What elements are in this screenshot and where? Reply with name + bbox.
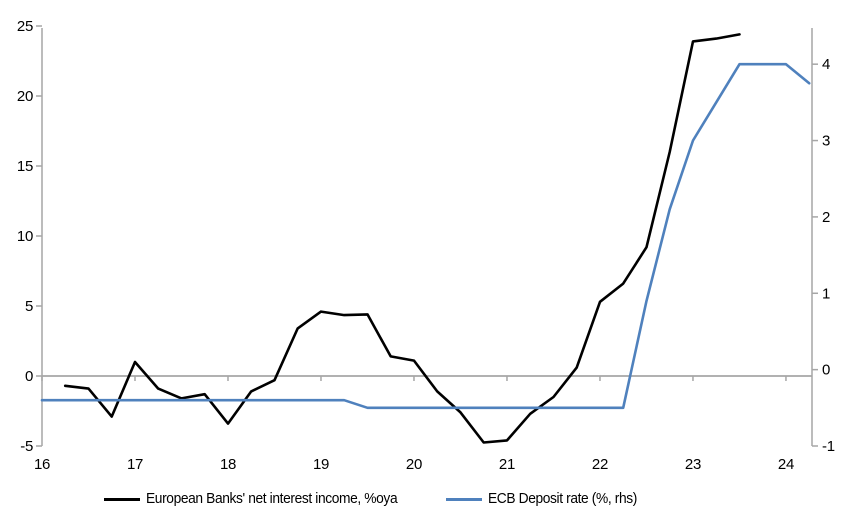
x-axis-tick-label: 22: [592, 456, 608, 473]
left-axis-tick-label: 0: [25, 368, 33, 385]
x-axis-tick-label: 17: [127, 456, 143, 473]
left-axis-tick-label: 25: [17, 18, 33, 35]
right-axis-tick-label: 2: [822, 209, 830, 226]
x-axis-tick-label: 16: [34, 456, 50, 473]
right-axis-tick-label: 0: [822, 362, 830, 379]
legend: European Banks' net interest income, %oy…: [104, 491, 645, 507]
x-axis-tick-label: 18: [220, 456, 236, 473]
left-axis-tick-label: 20: [17, 88, 33, 105]
right-axis-tick-label: 4: [822, 56, 830, 73]
x-axis-tick-label: 21: [499, 456, 515, 473]
left-axis-tick-label: 5: [25, 298, 33, 315]
right-axis-tick-label: 3: [822, 133, 830, 150]
legend-label-ecb-deposit-rate: ECB Deposit rate (%, rhs): [488, 491, 638, 507]
series-line-ecb-deposit-rate: [40, 62, 811, 410]
x-axis-tick-label: 19: [313, 456, 329, 473]
right-axis-tick-label: 1: [822, 285, 830, 302]
right-axis-tick-label: -1: [822, 438, 835, 455]
legend-line-swatch-black: [104, 497, 140, 501]
legend-item-ecb-deposit-rate: ECB Deposit rate (%, rhs): [446, 491, 645, 507]
x-axis-tick-label: 23: [685, 456, 701, 473]
legend-line-swatch-blue: [446, 497, 483, 501]
legend-item-net-interest-income: European Banks' net interest income, %oy…: [104, 491, 410, 507]
left-axis-tick-label: 10: [17, 228, 33, 245]
legend-label-net-interest-income: European Banks' net interest income, %oy…: [146, 491, 398, 507]
x-axis-tick-label: 24: [778, 456, 794, 473]
series-line-net-interest-income: [63, 33, 741, 444]
left-axis-tick-label: 15: [17, 158, 33, 175]
left-axis-tick-label: -5: [20, 438, 33, 455]
x-axis-tick-label: 20: [406, 456, 422, 473]
